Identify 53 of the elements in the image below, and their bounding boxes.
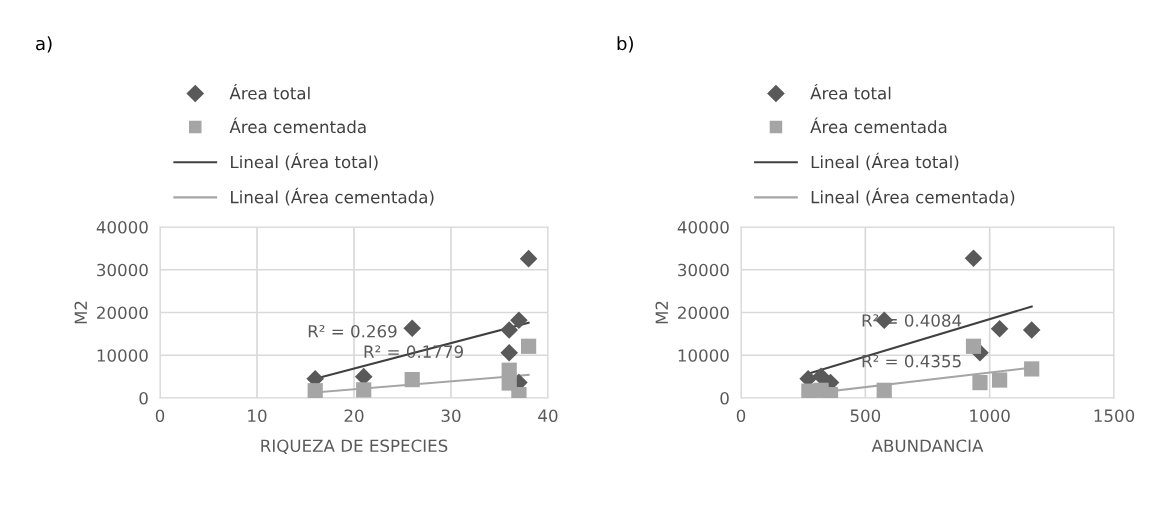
point bbox=[307, 383, 323, 398]
y-axis-title: M2 bbox=[74, 301, 87, 324]
point bbox=[356, 382, 372, 398]
annotation: R² = 0.4355 bbox=[862, 354, 961, 368]
point bbox=[500, 343, 518, 362]
point bbox=[404, 372, 420, 388]
x-tick-label: 30 bbox=[441, 409, 461, 423]
legend-label: Área total bbox=[229, 83, 310, 100]
point bbox=[972, 375, 988, 391]
point bbox=[510, 311, 528, 329]
y-tick-label: 40000 bbox=[677, 220, 729, 234]
x-axis-title: ABUNDANCIA bbox=[871, 439, 984, 453]
point bbox=[519, 249, 538, 268]
legend-label: Lineal (Área cementada) bbox=[231, 187, 434, 206]
y-tick-label: 20000 bbox=[97, 306, 148, 320]
chart-title: b) bbox=[617, 36, 633, 53]
point bbox=[1024, 361, 1040, 377]
point bbox=[1022, 321, 1041, 339]
x-tick-label: 40 bbox=[538, 409, 558, 423]
y-tick-label: 30000 bbox=[97, 263, 148, 277]
x-tick-label: 1500 bbox=[1094, 409, 1135, 423]
legend-label: Área cementada bbox=[810, 117, 947, 134]
y-tick-label: 10000 bbox=[97, 349, 148, 362]
annotation: R² = 0.269 bbox=[308, 324, 397, 338]
chart-title: a) bbox=[36, 36, 52, 53]
point bbox=[500, 321, 518, 339]
x-axis-title: RIQUEZA DE ESPECIES bbox=[261, 439, 448, 454]
x-tick-label: 20 bbox=[344, 409, 364, 423]
legend-label: Lineal (Área cementada) bbox=[811, 187, 1015, 206]
y-tick-label: 30000 bbox=[678, 263, 729, 277]
x-tick-label: 0 bbox=[736, 409, 746, 423]
y-tick-label: 0 bbox=[720, 391, 729, 405]
point bbox=[964, 249, 983, 267]
point bbox=[992, 372, 1008, 388]
x-tick-label: 0 bbox=[155, 409, 165, 423]
y-axis-title: M2 bbox=[655, 301, 668, 324]
point bbox=[965, 338, 982, 354]
x-tick-label: 500 bbox=[850, 409, 881, 423]
point bbox=[876, 382, 892, 398]
x-tick-label: 10 bbox=[248, 409, 267, 423]
legend-label: Área cementada bbox=[229, 117, 366, 134]
legend-label: Área total bbox=[810, 83, 891, 100]
legend-label: Lineal (Área total) bbox=[231, 152, 378, 171]
point bbox=[403, 319, 421, 338]
x-tick-label: 1000 bbox=[970, 409, 1010, 423]
point bbox=[990, 319, 1009, 338]
y-tick-label: 20000 bbox=[678, 306, 729, 320]
y-tick-label: 40000 bbox=[96, 220, 148, 234]
point bbox=[501, 375, 517, 391]
legend-label: Lineal (Área total) bbox=[811, 152, 959, 171]
y-tick-label: 0 bbox=[139, 391, 148, 405]
y-tick-label: 10000 bbox=[678, 349, 729, 362]
point bbox=[520, 338, 537, 354]
